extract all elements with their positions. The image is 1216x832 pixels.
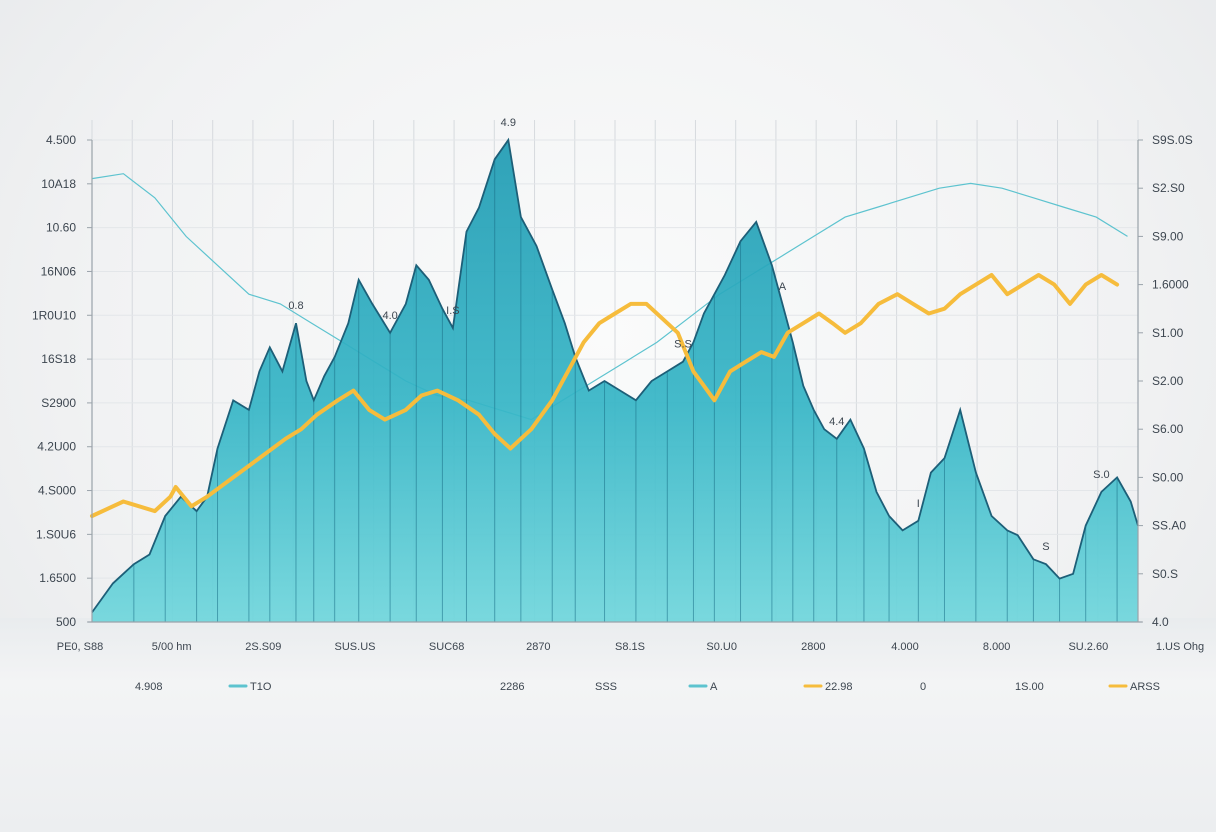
point-label: S.0 [1093,469,1110,481]
y-right-tick-label: S9S.0S [1152,133,1193,147]
legend-label: SSS [595,681,617,693]
x-tick-label: SU.2.60 [1068,641,1108,653]
point-label: I [917,498,920,510]
legend-label: 1S.00 [1015,681,1044,693]
x-tick-label: SUS.US [335,641,376,653]
x-tick-label: 2800 [801,641,825,653]
legend-label: 4.908 [135,681,163,693]
legend-layer: 4.908 T1O 2286 SSS A 22.98 0 1S.00 ARSS [135,681,1160,693]
y-left-tick-label: 4.2U00 [37,440,76,454]
thin-series-line [91,173,1128,421]
y-left-tick-label: 4.500 [46,133,76,147]
point-label: I.S [446,305,459,317]
x-tick-label: 1.US Ohg [1156,641,1204,653]
y-right-tick-label: S0.00 [1152,470,1184,484]
y-left-tick-label: 1.S0U6 [36,527,76,541]
x-tick-label: S0.U0 [706,641,737,653]
y-left-tick-label: 10A18 [41,177,76,191]
y-left-tick-label: 16N06 [41,264,77,278]
y-right-tick-label: S2.00 [1152,374,1184,388]
area-series-edge [91,137,1139,613]
y-right-tick-label: 1.6000 [1152,278,1189,292]
thin-lines-layer [91,173,1128,421]
x-tick-label: 5/00 hm [152,641,192,653]
x-tick-label: SUC68 [429,641,464,653]
legend-label: A [710,681,718,693]
point-label: 0.8 [288,300,303,312]
y-right-tick-label: SS.A0 [1152,519,1186,533]
legend-label: 0 [920,681,926,693]
point-label: 4.4 [829,416,844,428]
y-left-tick-label: 500 [56,615,76,629]
x-tick-label: PE0, S88 [57,641,103,653]
legend-label: 22.98 [825,681,853,693]
axes-layer: 4.500 10A18 10.60 16N06 1R0U10 16S18 S2900 4.2U… [32,133,1204,653]
x-tick-label: 8.000 [983,641,1011,653]
x-tick-label: 4.000 [891,641,919,653]
legend-label: 2286 [500,681,524,693]
legend-label: T1O [250,681,272,693]
y-right-tick-label: S6.00 [1152,422,1184,436]
x-tick-label: S8.1S [615,641,645,653]
y-left-tick-label: 16S18 [41,352,76,366]
x-tick-label: 2870 [526,641,550,653]
area-series-fill [92,140,1138,622]
chart-floor-shadow [0,618,1216,832]
point-label: S [1042,541,1049,553]
yellow-series-line [90,273,1120,518]
y-right-tick-label: S1.00 [1152,326,1184,340]
y-right-tick-label: S2.S0 [1152,181,1185,195]
yellow-line-layer [90,273,1120,518]
y-right-tick-label: S0.S [1152,567,1178,581]
point-label: 4.0 [382,310,397,322]
point-label: S.S [674,339,692,351]
y-left-tick-label: 1.6500 [39,571,76,585]
y-left-tick-label: 10.60 [46,221,76,235]
point-label: 4.9 [501,117,516,129]
y-left-tick-label: 1R0U10 [32,308,76,322]
point-labels-layer: 0.8 4.0 I.S 4.9 S.S A 4.4 I S S.0 [288,117,1109,553]
point-label: A [779,281,787,293]
legend-label: ARSS [1130,681,1160,693]
y-left-tick-label: S2900 [41,396,76,410]
x-tick-label: 2S.S09 [245,641,281,653]
y-right-tick-label: S9.00 [1152,229,1184,243]
y-left-tick-label: 4.S000 [38,484,76,498]
y-right-tick-label: 4.0 [1152,615,1169,629]
